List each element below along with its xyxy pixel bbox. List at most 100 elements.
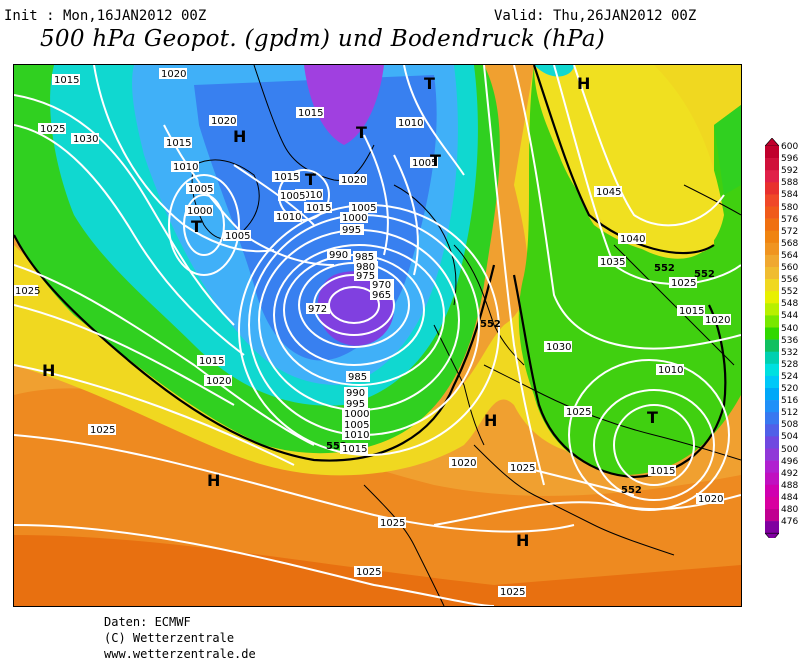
color-scale-swatch: [765, 230, 779, 244]
color-scale-tick-label: 576: [781, 214, 799, 225]
pressure-label: 995: [346, 399, 365, 410]
pressure-label: 1005: [351, 203, 376, 214]
pressure-label: 1020: [341, 175, 366, 186]
pressure-label: 1005: [280, 191, 305, 202]
pressure-label: 1020: [698, 494, 723, 505]
contour-552: [14, 65, 727, 479]
isobar: [273, 244, 445, 386]
color-scale-tick-label: 480: [781, 505, 799, 515]
footer-website: www.wetterzentrale.de: [104, 647, 256, 661]
isobar: [433, 494, 741, 526]
pressure-label: 1030: [73, 134, 98, 145]
coastlines: [191, 65, 741, 606]
yellow-high-east: [534, 65, 724, 259]
color-scale-swatch: [765, 146, 779, 159]
pressure-label: 1015: [274, 172, 299, 183]
contour-line: [512, 274, 727, 479]
color-scale-tick-label: 520: [781, 384, 799, 394]
isobar: [14, 364, 295, 466]
isobar: [393, 154, 419, 276]
low-center: T: [647, 408, 658, 427]
green-east-edge: [714, 105, 741, 195]
pressure-label: 1025: [90, 425, 115, 436]
color-scale-swatch: [765, 170, 779, 183]
footer-data-source: Daten: ECMWF: [104, 615, 191, 629]
pressure-label: 990: [329, 250, 348, 261]
pressure-label: 1010: [398, 118, 423, 129]
pressure-label: 970: [372, 280, 391, 291]
pressure-label: 1020: [451, 458, 476, 469]
color-scale-swatch: [765, 206, 779, 219]
pressure-label: 1015: [54, 75, 79, 86]
color-scale-tick-label: 528: [781, 359, 799, 370]
color-scale-swatch: [765, 242, 779, 256]
valid-time: Valid: Thu,26JAN2012 00Z: [494, 8, 697, 24]
isobar: [14, 524, 495, 606]
pressure-label: 1010: [344, 430, 369, 441]
purple-core-north: [304, 65, 384, 145]
pressure-label: 965: [372, 290, 391, 301]
pressure-label: 1025: [671, 278, 696, 289]
pressure-label: 1010: [276, 212, 301, 223]
pressure-label: 1025: [356, 567, 381, 578]
pressure-label: 1000: [344, 409, 369, 420]
color-scale-swatch: [765, 254, 779, 268]
color-scale-swatch: [765, 182, 779, 195]
pressure-label: 1025: [40, 124, 65, 135]
color-scale-tick-label: 476: [781, 517, 799, 528]
coastline: [363, 484, 445, 606]
contour-label: 552: [694, 269, 715, 280]
color-scale-swatch: [765, 291, 779, 304]
color-scale-swatch: [765, 218, 779, 231]
color-scale-tick-label: 484: [781, 492, 799, 503]
color-scale-tick-label: 592: [781, 166, 799, 177]
color-scale-tick-label: 572: [781, 226, 799, 237]
color-scale-swatch: [765, 388, 779, 401]
color-scale-tick-label: 488: [781, 480, 799, 491]
color-scale-swatch: [765, 521, 779, 534]
color-scale-tick-label: 564: [781, 250, 799, 261]
isobar: [613, 404, 695, 486]
pressure-label: 1005: [412, 158, 437, 169]
pressure-label: 1005: [344, 420, 369, 431]
color-scale-swatch: [765, 194, 779, 207]
color-scale-tick-label: 580: [781, 202, 799, 213]
pressure-label: 1010: [173, 162, 198, 173]
color-scale-tick-label: 560: [781, 263, 799, 273]
pressure-label: 1015: [679, 306, 704, 317]
low-center: T: [424, 74, 435, 93]
pressure-label: 1025: [566, 407, 591, 418]
pressure-label: 1015: [650, 466, 675, 477]
color-scale-tick-label: 524: [781, 371, 799, 382]
chart-title: 500 hPa Geopot. (gpdm) und Bodendruck (h…: [40, 26, 606, 52]
high-center: H: [577, 74, 590, 93]
pressure-label: 1015: [342, 444, 367, 455]
pressure-label: 1025: [15, 286, 40, 297]
isobar: [233, 164, 315, 226]
color-scale-tick-label: 552: [781, 287, 799, 298]
color-scale-swatch: [765, 315, 779, 328]
isobar: [168, 174, 240, 276]
pressure-labels: 1015 1020 1025 1030 1010 1015 1005 1000 …: [14, 68, 731, 598]
high-center: H: [484, 411, 497, 430]
low-center: T: [356, 123, 367, 142]
high-center: H: [233, 127, 246, 146]
pressure-label: 1000: [342, 213, 367, 224]
high-center: H: [516, 531, 529, 550]
color-scale-swatch: [765, 400, 779, 413]
low-center-label: 972: [308, 304, 327, 315]
pressure-label: 1045: [596, 187, 621, 198]
low-center: T: [430, 151, 441, 170]
pressure-label: 1005: [188, 184, 213, 195]
color-scale-tick-label: 600: [781, 142, 799, 152]
color-scale-tick-label: 508: [781, 420, 799, 431]
pressure-label: 1040: [620, 234, 645, 245]
color-scale-tick-label: 544: [781, 311, 799, 322]
coastline: [473, 444, 675, 556]
color-scale-tick-label: 556: [781, 275, 799, 286]
color-scale-swatch: [765, 496, 779, 510]
color-scale-tick-label: 516: [781, 396, 799, 407]
high-center: H: [42, 361, 55, 380]
pressure-label: 1020: [705, 315, 730, 326]
warm-region-deep: [14, 535, 741, 606]
